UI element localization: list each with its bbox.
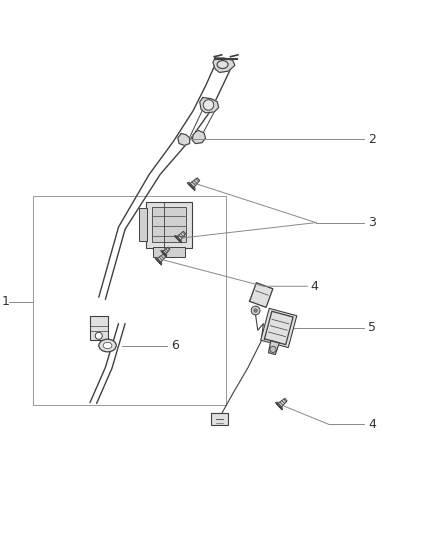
Bar (211, 413, 227, 425)
Polygon shape (187, 182, 194, 190)
Polygon shape (275, 402, 282, 410)
Polygon shape (199, 98, 218, 113)
Text: 3: 3 (367, 216, 375, 229)
Bar (260, 309, 296, 348)
Text: 1: 1 (1, 295, 9, 308)
Bar (146, 202, 192, 248)
Ellipse shape (99, 339, 116, 352)
Polygon shape (188, 178, 199, 189)
Bar (90, 316, 107, 340)
Polygon shape (160, 251, 166, 256)
Polygon shape (268, 341, 279, 354)
Polygon shape (249, 282, 272, 308)
Text: 6: 6 (171, 339, 179, 352)
Polygon shape (276, 399, 286, 408)
Circle shape (269, 346, 276, 352)
Polygon shape (177, 133, 189, 146)
Text: 4: 4 (310, 280, 318, 293)
Polygon shape (155, 257, 161, 265)
Polygon shape (162, 247, 170, 255)
Ellipse shape (216, 61, 228, 69)
Bar (138, 208, 147, 241)
Bar (152, 207, 186, 242)
Text: 5: 5 (367, 321, 375, 335)
Polygon shape (174, 236, 181, 243)
Polygon shape (192, 131, 205, 143)
Text: 4: 4 (367, 418, 375, 431)
Circle shape (251, 306, 259, 315)
Polygon shape (156, 254, 166, 263)
Circle shape (253, 309, 257, 312)
Polygon shape (212, 58, 234, 72)
Text: 2: 2 (367, 133, 375, 146)
Circle shape (203, 100, 213, 110)
Circle shape (95, 333, 102, 340)
Ellipse shape (103, 342, 112, 349)
Polygon shape (264, 311, 293, 344)
Polygon shape (176, 231, 185, 241)
Bar (152, 247, 185, 256)
